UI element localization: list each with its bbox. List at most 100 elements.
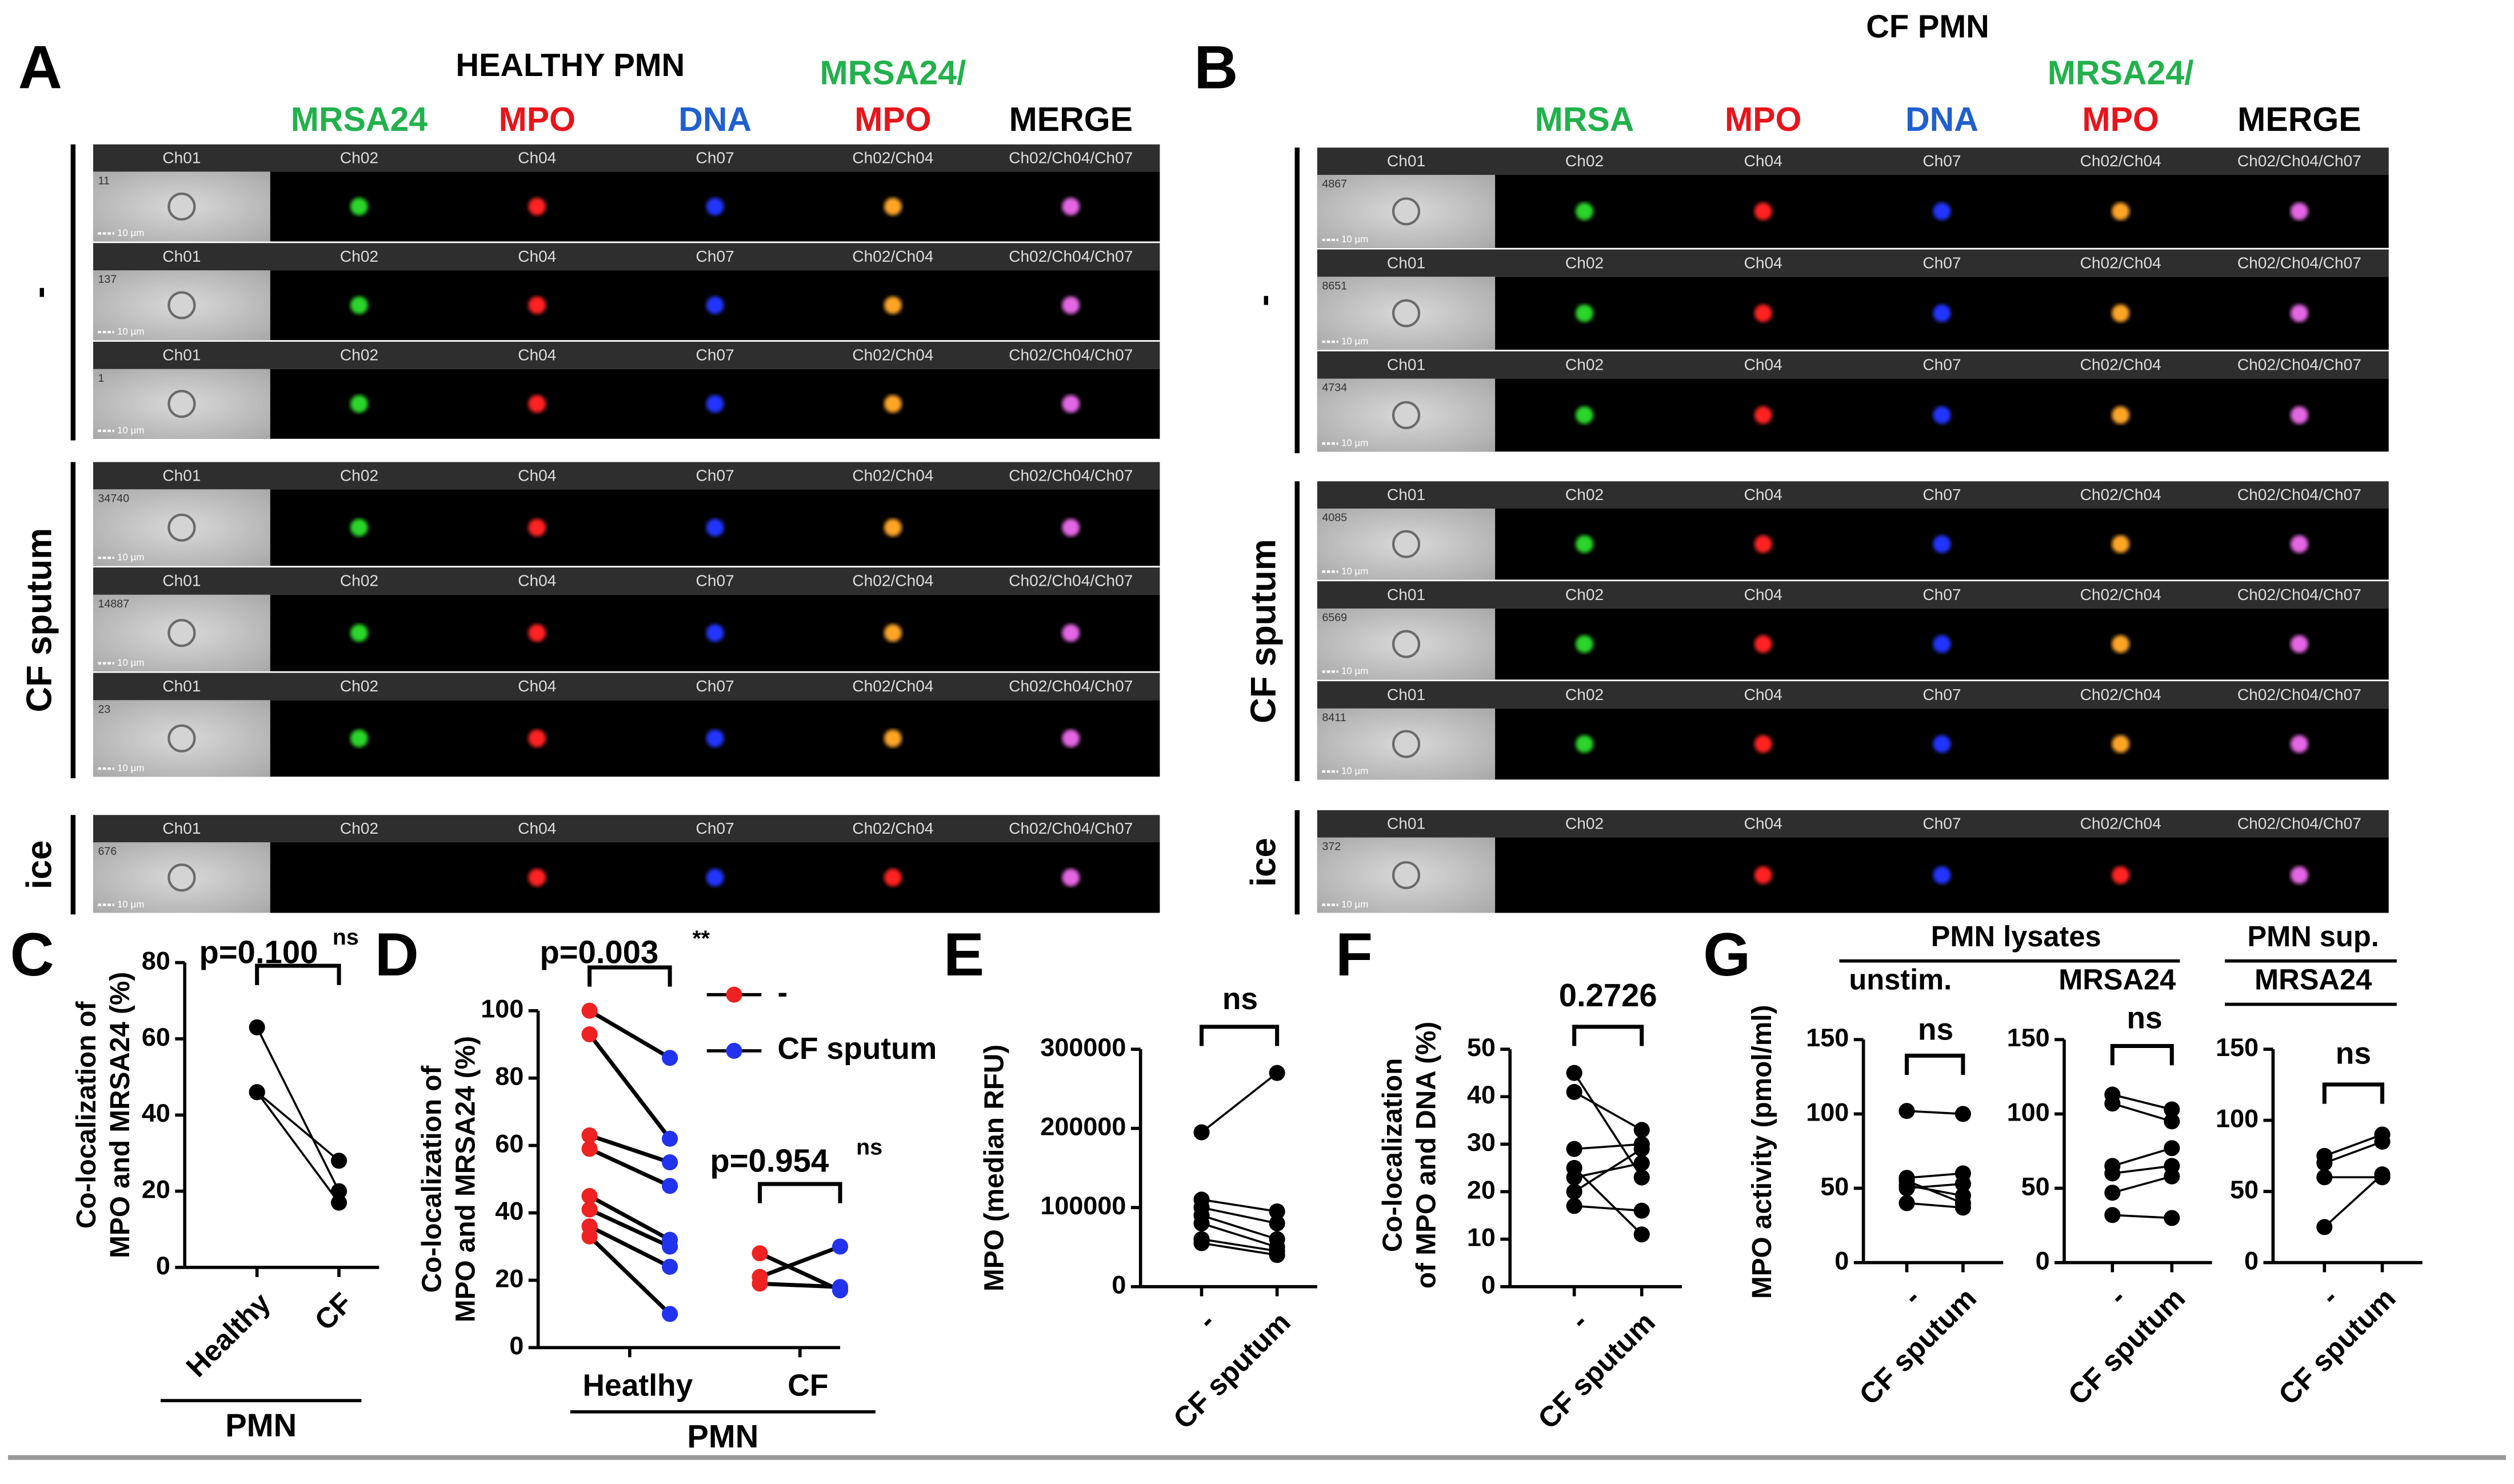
image-band (1317, 508, 2389, 580)
fluorescence-signal (528, 198, 546, 215)
data-point (832, 1238, 849, 1255)
brightfield-cell (1392, 861, 1421, 890)
fluorescence-signal (2112, 866, 2130, 884)
fluorescence-signal (2112, 535, 2130, 553)
y-tick-label: 40 (1467, 1080, 1496, 1109)
fluorescence-signal (884, 869, 902, 887)
fluorescence-signal (528, 729, 546, 747)
scale-bar-label: 10 µm (117, 227, 144, 238)
fluorescence-signal (884, 518, 902, 537)
channel-label: Ch01 (1387, 586, 1425, 603)
group-label: PMN (225, 1407, 297, 1443)
image-band (93, 171, 1160, 242)
y-tick-label: 0 (2036, 1246, 2050, 1275)
data-point (1193, 1124, 1210, 1141)
fluorescence-signal (528, 869, 546, 887)
pair-line (1907, 1110, 1963, 1115)
channel-header-band (93, 673, 1160, 701)
column-label: DNA (1905, 101, 1979, 138)
fluorescence-signal (2290, 535, 2308, 553)
y-tick-label: 0 (156, 1251, 170, 1280)
channel-label: Ch04 (518, 819, 556, 837)
image-band (93, 594, 1160, 671)
channel-header-band (93, 567, 1160, 595)
channel-label: Ch04 (518, 247, 556, 265)
channel-label: Ch04 (1744, 686, 1782, 703)
y-axis-label: MPO and MRSA24 (%) (105, 972, 135, 1258)
panel-letter: A (18, 33, 62, 102)
x-tick-label: - (2314, 1282, 2344, 1311)
channel-label: Ch04 (1744, 586, 1782, 603)
pair-line (759, 1245, 841, 1279)
pair-line (256, 1091, 340, 1162)
fluorescence-signal (706, 518, 724, 537)
x-tick-label: - (1191, 1306, 1221, 1335)
data-point (2316, 1219, 2333, 1235)
data-point (249, 1019, 265, 1035)
channel-header-band (1317, 681, 2389, 709)
pair-line (2112, 1102, 2172, 1123)
y-tick-label: 80 (495, 1062, 523, 1091)
fluorescence-signal (884, 729, 902, 747)
channel-label: Ch07 (696, 466, 734, 484)
fluorescence-signal (2112, 304, 2130, 322)
channel-label: Ch04 (518, 572, 556, 590)
fluorescence-signal (1576, 535, 1593, 553)
y-tick-label: 60 (495, 1129, 523, 1158)
data-point (581, 1141, 598, 1157)
y-tick-label: 40 (142, 1098, 170, 1127)
data-point (662, 1306, 678, 1322)
fluorescence-signal (1933, 635, 1951, 653)
pair-line (2324, 1173, 2383, 1228)
pair-line (2112, 1165, 2172, 1175)
y-tick-label: 0 (1112, 1270, 1126, 1299)
p-value: 0.2726 (1559, 977, 1657, 1013)
fluorescence-signal (528, 296, 546, 314)
pair-line (1201, 1198, 1277, 1213)
scale-bar-label: 10 µm (1341, 234, 1368, 245)
group-label: CF sputum (19, 528, 59, 712)
event-id: 4734 (1322, 382, 1347, 394)
pair-line (2112, 1175, 2172, 1194)
scale-bar-label: 10 µm (117, 552, 144, 563)
event-id: 4085 (1322, 511, 1347, 524)
column-label: MERGE (2237, 101, 2361, 138)
channel-label: Ch02 (1565, 486, 1604, 503)
fluorescence-signal (1933, 735, 1951, 753)
pair-line (589, 1207, 671, 1249)
fluorescence-signal (2112, 202, 2130, 221)
column-label: MERGE (1009, 101, 1133, 138)
group-title: PMN sup. (2247, 920, 2379, 953)
y-axis-label: MPO activity (pmol/ml) (1747, 1005, 1777, 1299)
brightfield-cell (1392, 530, 1421, 558)
pair-line (1907, 1182, 1964, 1190)
data-point (662, 1154, 678, 1171)
data-point (1633, 1122, 1650, 1138)
data-point (2374, 1133, 2391, 1150)
pair-line (759, 1251, 841, 1293)
y-tick-label: 40 (495, 1196, 523, 1225)
x-tick-label: - (2102, 1282, 2132, 1311)
data-point (1269, 1215, 1285, 1231)
channel-header-band (93, 815, 1160, 842)
legend-label: - (777, 976, 788, 1010)
fluorescence-signal (1062, 395, 1080, 413)
fluorescence-signal (2290, 304, 2308, 322)
data-point (1566, 1169, 1582, 1186)
channel-label: Ch07 (1923, 254, 1961, 271)
y-tick-label: 100 (2007, 1097, 2050, 1126)
legend-marker (726, 986, 742, 1003)
fluorescence-signal (1933, 535, 1951, 553)
image-band (93, 270, 1160, 341)
y-axis-label: Co-localization of (417, 1066, 447, 1293)
fluorescence-signal (350, 624, 368, 642)
fluorescence-signal (1933, 202, 1951, 221)
pair-line (589, 1133, 671, 1165)
channel-header-band (1317, 351, 2389, 379)
fluorescence-signal (884, 395, 902, 413)
fluorescence-signal (1576, 202, 1593, 221)
group-label: ice (1244, 838, 1283, 887)
y-tick-label: 0 (2244, 1246, 2259, 1275)
